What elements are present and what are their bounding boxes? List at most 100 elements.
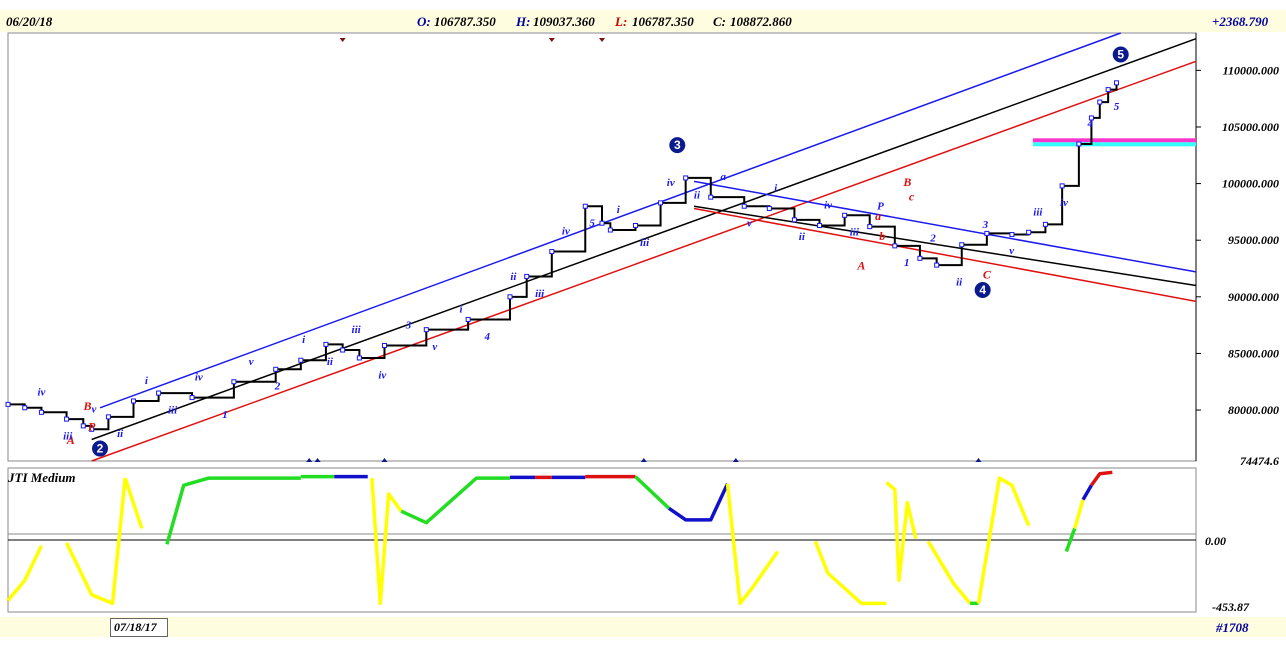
price-bar: [381, 343, 387, 349]
price-panel: [7, 32, 1197, 462]
time-axis[interactable]: [0, 617, 1286, 637]
price-bar: [1076, 141, 1082, 147]
blue-wave-label: v: [91, 403, 96, 415]
indicator-segment: [1081, 484, 1093, 501]
red-wave-label: B: [82, 399, 91, 413]
blue-wave-label: ii: [694, 189, 701, 201]
low-label: L:: [615, 14, 628, 29]
blue-wave-label: iv: [37, 386, 45, 398]
target-zone-magenta: [1032, 138, 1196, 143]
indicator-segment: [370, 477, 403, 606]
indicator-segment: [64, 477, 127, 606]
blue-wave-label: ii: [327, 356, 334, 368]
price-bar: [89, 426, 95, 432]
wave-circle: [669, 137, 686, 154]
price-bar: [524, 273, 530, 279]
blue-wave-label: iii: [850, 227, 860, 239]
close-label: C:: [713, 14, 726, 29]
price-bar: [766, 206, 772, 212]
price-bar: [1105, 87, 1111, 93]
blue-wave-label: 5: [589, 218, 595, 230]
blue-wave-label: iii: [535, 288, 545, 300]
indicator-segment: [725, 483, 780, 606]
down-channel-lower: [693, 207, 1197, 303]
blue-wave-label: 3: [982, 219, 989, 231]
price-bar: [189, 395, 195, 401]
indicator-segment: [1090, 470, 1113, 487]
wave-circle: [974, 282, 991, 299]
price-bar: [741, 203, 747, 209]
down-channel-upper: [693, 180, 1197, 273]
price-bar: [599, 220, 605, 226]
price-bar: [273, 366, 279, 372]
red-wave-label: c: [909, 190, 915, 204]
indicator-min-label: -453.87: [1212, 600, 1249, 614]
price-bar: [842, 212, 848, 218]
bottom-marker: [732, 458, 739, 462]
bottom-marker: [975, 458, 982, 462]
down-channel-mid: [693, 205, 1197, 287]
price-bar: [323, 341, 329, 347]
price-bar: [1059, 183, 1065, 189]
price-bar: [1009, 232, 1015, 238]
price-bar: [105, 414, 111, 420]
indicator-segment: [165, 476, 301, 545]
indicator-zero-label: 0.00: [1205, 534, 1226, 548]
price-bar: [64, 416, 70, 422]
selected-date: 07/18/17: [114, 620, 157, 634]
price-bar: [38, 409, 44, 415]
blue-wave-label: 2: [274, 381, 281, 393]
blue-wave-label: iv: [378, 369, 386, 381]
price-bar: [959, 242, 965, 248]
red-wave-label: C: [983, 268, 992, 282]
blue-wave-label: ii: [510, 271, 517, 283]
lower-channel-line: [91, 60, 1197, 462]
blue-wave-label: 5: [1114, 101, 1120, 113]
upper-channel-line: [99, 32, 1121, 409]
blue-wave-label: iv: [1060, 197, 1068, 209]
price-bar: [607, 227, 613, 233]
target-zone-cyan: [1032, 142, 1196, 147]
price-bar: [791, 217, 797, 223]
price-bar: [465, 316, 471, 322]
blue-wave-label: v: [1009, 245, 1014, 257]
change-value: +2368.790: [1212, 14, 1269, 29]
price-bar: [507, 294, 513, 300]
quote-header: 06/20/18 O: 106787.350 H: 109037.360 L: …: [0, 10, 1286, 32]
price-bar: [632, 222, 638, 228]
price-bar: [984, 230, 990, 236]
bar-count: #1708: [1216, 620, 1249, 635]
y-tick-label: 85000.000: [1228, 346, 1279, 360]
wave-circle: [92, 440, 109, 457]
y-bottom-label: 74474.6: [1240, 454, 1279, 468]
y-tick-label: 100000.000: [1222, 177, 1279, 191]
price-bar: [549, 249, 555, 255]
price-bar: [867, 224, 873, 230]
indicator-segment: [6, 544, 44, 602]
blue-wave-label: v: [432, 341, 437, 353]
y-tick-label: 105000.000: [1222, 120, 1279, 134]
price-bar: [80, 423, 86, 429]
selected-date-box[interactable]: 07/18/17: [110, 618, 168, 637]
blue-wave-label: 4: [483, 331, 490, 343]
red-wave-label: b: [879, 229, 885, 243]
blue-wave-label: iv: [195, 372, 203, 384]
y-tick-label: 90000.000: [1228, 290, 1279, 304]
indicator-title: JTI Medium: [8, 470, 76, 485]
blue-wave-label: ii: [117, 428, 124, 440]
indicator-segment: [926, 540, 972, 605]
price-bar: [130, 398, 136, 404]
open-value: 106787.350: [434, 14, 496, 29]
indicator-segment: [813, 540, 887, 606]
blue-wave-label: P: [877, 201, 884, 213]
blue-wave-label: v: [747, 218, 752, 230]
blue-wave-label: ii: [956, 276, 963, 288]
price-bar: [423, 327, 429, 333]
open-label: O:: [417, 14, 431, 29]
indicator-segment: [400, 476, 510, 525]
red-wave-label: A: [66, 433, 75, 447]
blue-wave-label: i: [774, 183, 778, 195]
blue-wave-label: iii: [352, 324, 362, 336]
bottom-marker: [381, 458, 388, 462]
